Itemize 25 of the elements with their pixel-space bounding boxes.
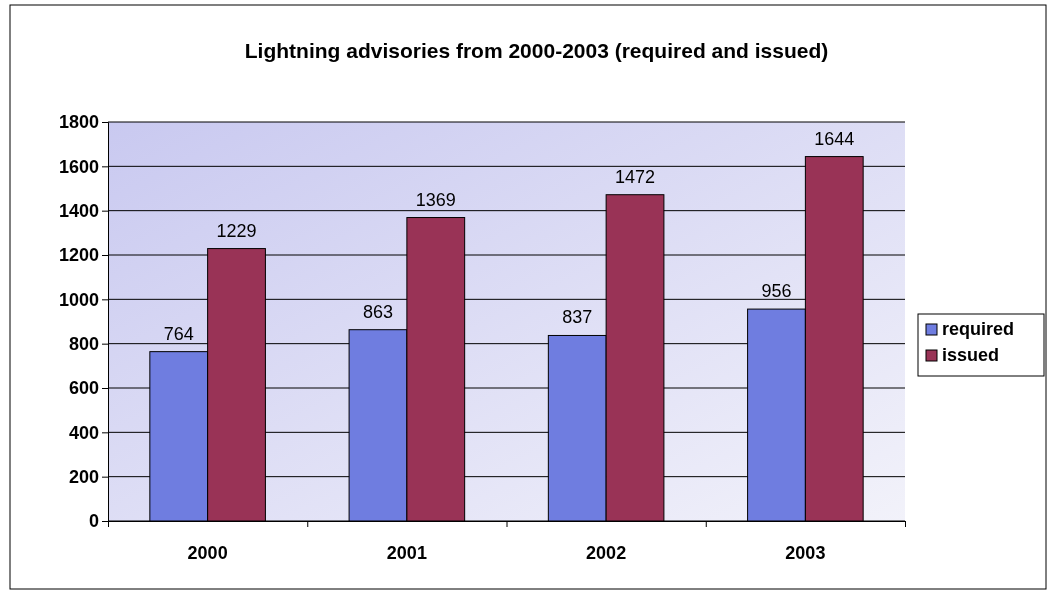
y-tick-label: 0 <box>88 511 99 532</box>
y-tick-label: 600 <box>68 378 99 399</box>
y-tick-label: 800 <box>68 333 99 354</box>
y-tick-label: 1400 <box>58 200 99 221</box>
y-tick-label: 1200 <box>58 245 99 266</box>
x-tick-label: 2000 <box>187 543 228 563</box>
data-label: 1644 <box>814 128 855 149</box>
y-tick-label: 1000 <box>58 289 99 310</box>
data-label: 1369 <box>415 189 456 210</box>
y-tick-label: 400 <box>68 422 99 443</box>
data-label: 1472 <box>614 166 656 187</box>
data-label: 837 <box>562 307 593 328</box>
y-tick-label: 1800 <box>58 112 99 133</box>
x-tick-label: 2002 <box>586 543 627 563</box>
data-label: 956 <box>761 281 792 302</box>
y-tick-label: 200 <box>68 466 99 487</box>
legend-label: required <box>942 319 1015 339</box>
y-tick-label: 1600 <box>58 156 99 177</box>
x-tick-label: 2001 <box>386 543 427 563</box>
legend-label: issued <box>942 345 1000 365</box>
data-label: 764 <box>163 323 194 344</box>
data-label: 863 <box>362 301 394 322</box>
data-label: 1229 <box>216 220 257 241</box>
x-tick-label: 2003 <box>785 543 826 563</box>
chart-title: Lightning advisories from 2000-2003 (required and issued) <box>244 39 829 62</box>
